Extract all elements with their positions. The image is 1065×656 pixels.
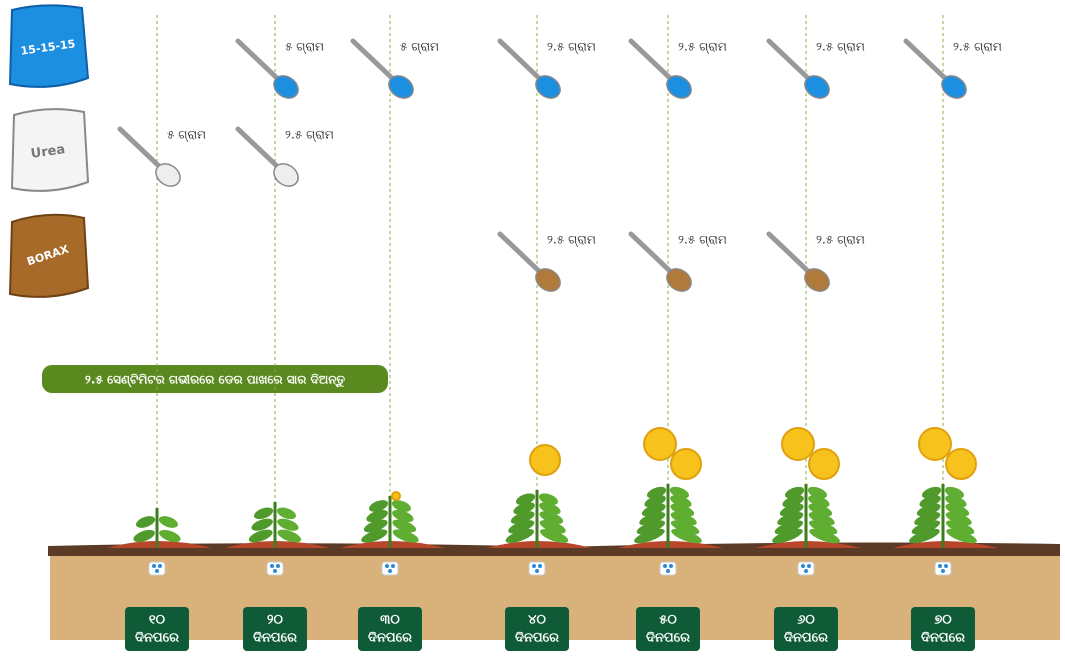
drip-dot — [152, 564, 156, 568]
flower — [392, 492, 400, 500]
spoon-handle — [631, 41, 671, 79]
dose-label: ୨.୫ ଗ୍ରାମ — [547, 40, 596, 54]
leaf — [134, 514, 156, 530]
spoon-handle — [500, 41, 540, 79]
infographic: 15-15-15 Urea BORAX ୨.୫ ସେଣ୍ଟିମିଟର ଗଭୀରର… — [0, 0, 1065, 656]
drip-dot — [155, 569, 159, 573]
drip-dot — [941, 569, 945, 573]
plant — [618, 428, 723, 548]
spoon-handle — [769, 234, 809, 272]
dose-label: ୫ ଗ୍ରାମ — [285, 40, 324, 54]
drip-dot — [388, 569, 392, 573]
leaf — [275, 505, 297, 521]
plant — [225, 502, 330, 548]
day-unit: ଦିନପରେ — [921, 630, 965, 646]
drip-dot — [385, 564, 389, 568]
bag-npk: 15-15-15 — [10, 5, 88, 86]
day-number: ୨୦ — [267, 613, 283, 628]
spoon-handle — [769, 41, 809, 79]
drip-dot — [273, 569, 277, 573]
spoon-handle — [120, 129, 160, 167]
drip-icon — [267, 562, 283, 575]
day-number: ୩୦ — [380, 613, 400, 628]
drip-dot — [532, 564, 536, 568]
day-number: ୭୦ — [934, 613, 952, 628]
flower — [644, 428, 676, 460]
spoon-handle — [353, 41, 393, 79]
drip-icon — [149, 562, 165, 575]
drip-icon — [382, 562, 398, 575]
leaf — [252, 505, 274, 521]
plant — [107, 508, 212, 548]
dose-label: ୨.୫ ଗ୍ରାମ — [953, 40, 1002, 54]
drip-dot — [944, 564, 948, 568]
spoon-handle — [238, 41, 278, 79]
dose-label: ୨.୫ ଗ୍ରାମ — [678, 40, 727, 54]
day-number: ୪୦ — [528, 613, 546, 628]
plant — [893, 428, 998, 548]
flower — [809, 449, 839, 479]
plant — [487, 445, 592, 548]
banner-text: ୨.୫ ସେଣ୍ଟିମିଟର ଗଭୀରରେ ଡେର ପାଖରେ ସାର ଦିଅନ… — [85, 373, 346, 389]
drip-icon — [529, 562, 545, 575]
dose-label: ୨.୫ ଗ୍ରାମ — [678, 233, 727, 247]
drip-dot — [538, 564, 542, 568]
leaf — [157, 514, 179, 530]
drip-dot — [938, 564, 942, 568]
day-unit: ଦିନପରେ — [515, 630, 559, 646]
drip-dot — [666, 569, 670, 573]
soil-mound — [487, 541, 592, 548]
spoon-handle — [906, 41, 946, 79]
drip-dot — [270, 564, 274, 568]
spoon-handle — [238, 129, 278, 167]
day-number: ୧୦ — [149, 613, 166, 628]
bag-urea: Urea — [12, 109, 88, 191]
spoon-handle — [631, 234, 671, 272]
dose-label: ୨.୫ ଗ୍ରାମ — [816, 233, 865, 247]
drip-dot — [807, 564, 811, 568]
drip-dot — [663, 564, 667, 568]
drip-icon — [935, 562, 951, 575]
dose-label: ୨.୫ ଗ୍ରାମ — [547, 233, 596, 247]
flower — [946, 449, 976, 479]
day-unit: ଦିନପରେ — [368, 630, 412, 646]
dose-label: ୨.୫ ଗ୍ରାମ — [816, 40, 865, 54]
drip-dot — [801, 564, 805, 568]
day-unit: ଦିନପରେ — [646, 630, 690, 646]
day-unit: ଦିନପରେ — [135, 630, 179, 646]
drip-dot — [804, 569, 808, 573]
day-number: ୬୦ — [797, 613, 815, 628]
drip-icon — [660, 562, 676, 575]
drip-icon — [798, 562, 814, 575]
day-number: ୫୦ — [659, 613, 677, 628]
drip-dot — [391, 564, 395, 568]
plant — [756, 428, 861, 548]
drip-dot — [276, 564, 280, 568]
bag-borax: BORAX — [10, 215, 88, 297]
dose-label: ୨.୫ ଗ୍ରାମ — [285, 128, 334, 142]
flower — [919, 428, 951, 460]
flower — [671, 449, 701, 479]
drip-dot — [669, 564, 673, 568]
drip-dot — [535, 569, 539, 573]
day-unit: ଦିନପରେ — [784, 630, 828, 646]
spoon-handle — [500, 234, 540, 272]
flower — [530, 445, 560, 475]
plant — [340, 492, 445, 548]
drip-dot — [158, 564, 162, 568]
dose-label: ୫ ଗ୍ରାମ — [400, 40, 439, 54]
dose-label: ୫ ଗ୍ରାମ — [167, 128, 206, 142]
day-unit: ଦିନପରେ — [253, 630, 297, 646]
flower — [782, 428, 814, 460]
